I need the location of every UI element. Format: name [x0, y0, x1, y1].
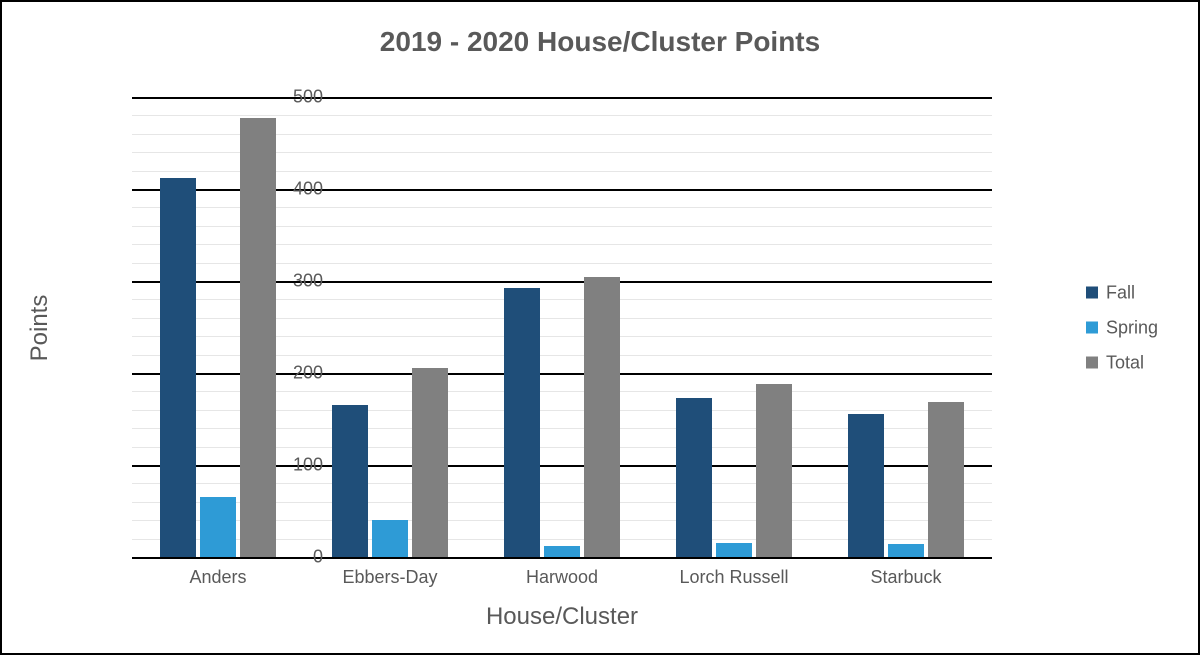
legend-swatch	[1086, 287, 1098, 299]
bar-total	[756, 384, 792, 557]
legend: Fall Spring Total	[1086, 268, 1158, 387]
bar-total	[584, 277, 620, 557]
x-tick-label: Starbuck	[820, 567, 992, 588]
bar-spring	[372, 520, 408, 557]
y-tick-label: 200	[263, 363, 323, 384]
bar-fall	[332, 405, 368, 557]
bar-spring	[716, 543, 752, 557]
legend-item-fall: Fall	[1086, 282, 1158, 303]
y-axis-title: Points	[26, 294, 54, 361]
legend-swatch	[1086, 322, 1098, 334]
bar-fall	[504, 288, 540, 557]
chart-frame: 2019 - 2020 House/Cluster Points Points …	[0, 0, 1200, 655]
y-tick-label: 400	[263, 179, 323, 200]
x-tick-label: Ebbers-Day	[304, 567, 476, 588]
legend-label: Spring	[1106, 317, 1158, 338]
y-tick-label: 300	[263, 271, 323, 292]
plot-area: AndersEbbers-DayHarwoodLorch RussellStar…	[132, 97, 992, 557]
bar-fall	[848, 414, 884, 557]
x-tick-label: Harwood	[476, 567, 648, 588]
x-tick-label: Anders	[132, 567, 304, 588]
legend-item-spring: Spring	[1086, 317, 1158, 338]
chart-title: 2019 - 2020 House/Cluster Points	[2, 26, 1198, 58]
bar-spring	[888, 544, 924, 557]
x-axis-title: House/Cluster	[132, 603, 992, 631]
legend-item-total: Total	[1086, 352, 1158, 373]
bar-fall	[160, 178, 196, 557]
legend-swatch	[1086, 357, 1098, 369]
legend-label: Total	[1106, 352, 1144, 373]
y-tick-label: 0	[263, 547, 323, 568]
bar-total	[928, 402, 964, 557]
y-tick-label: 500	[263, 87, 323, 108]
minor-gridline	[132, 115, 992, 116]
major-gridline	[132, 97, 992, 99]
x-tick-label: Lorch Russell	[648, 567, 820, 588]
bar-fall	[676, 398, 712, 557]
bar-spring	[544, 546, 580, 557]
bar-spring	[200, 497, 236, 557]
bar-total	[412, 368, 448, 557]
y-tick-label: 100	[263, 455, 323, 476]
legend-label: Fall	[1106, 282, 1135, 303]
